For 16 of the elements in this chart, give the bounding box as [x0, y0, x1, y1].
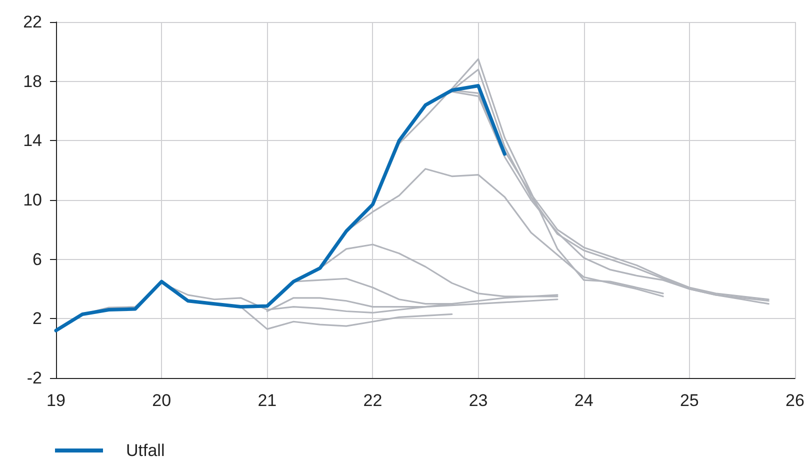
x-tick-label: 21	[258, 391, 277, 410]
y-tick-label: 22	[23, 12, 42, 32]
legend-label: Utfall	[126, 441, 165, 460]
x-tick-label: 23	[468, 391, 488, 410]
y-tick-label: 14	[23, 131, 42, 150]
y-tick-label: -2	[26, 368, 42, 388]
y-tick-label: 18	[23, 72, 42, 91]
x-tick-label: 25	[680, 391, 699, 410]
y-tick-label: 6	[32, 250, 42, 269]
y-tick-label: 2	[32, 309, 42, 328]
x-tick-label: 26	[786, 391, 804, 410]
x-tick-label: 22	[363, 391, 382, 410]
x-tick-label: 24	[574, 391, 594, 410]
y-tick-label: 10	[23, 190, 42, 210]
x-tick-label: 19	[46, 391, 66, 410]
x-tick-label: 20	[152, 391, 172, 410]
